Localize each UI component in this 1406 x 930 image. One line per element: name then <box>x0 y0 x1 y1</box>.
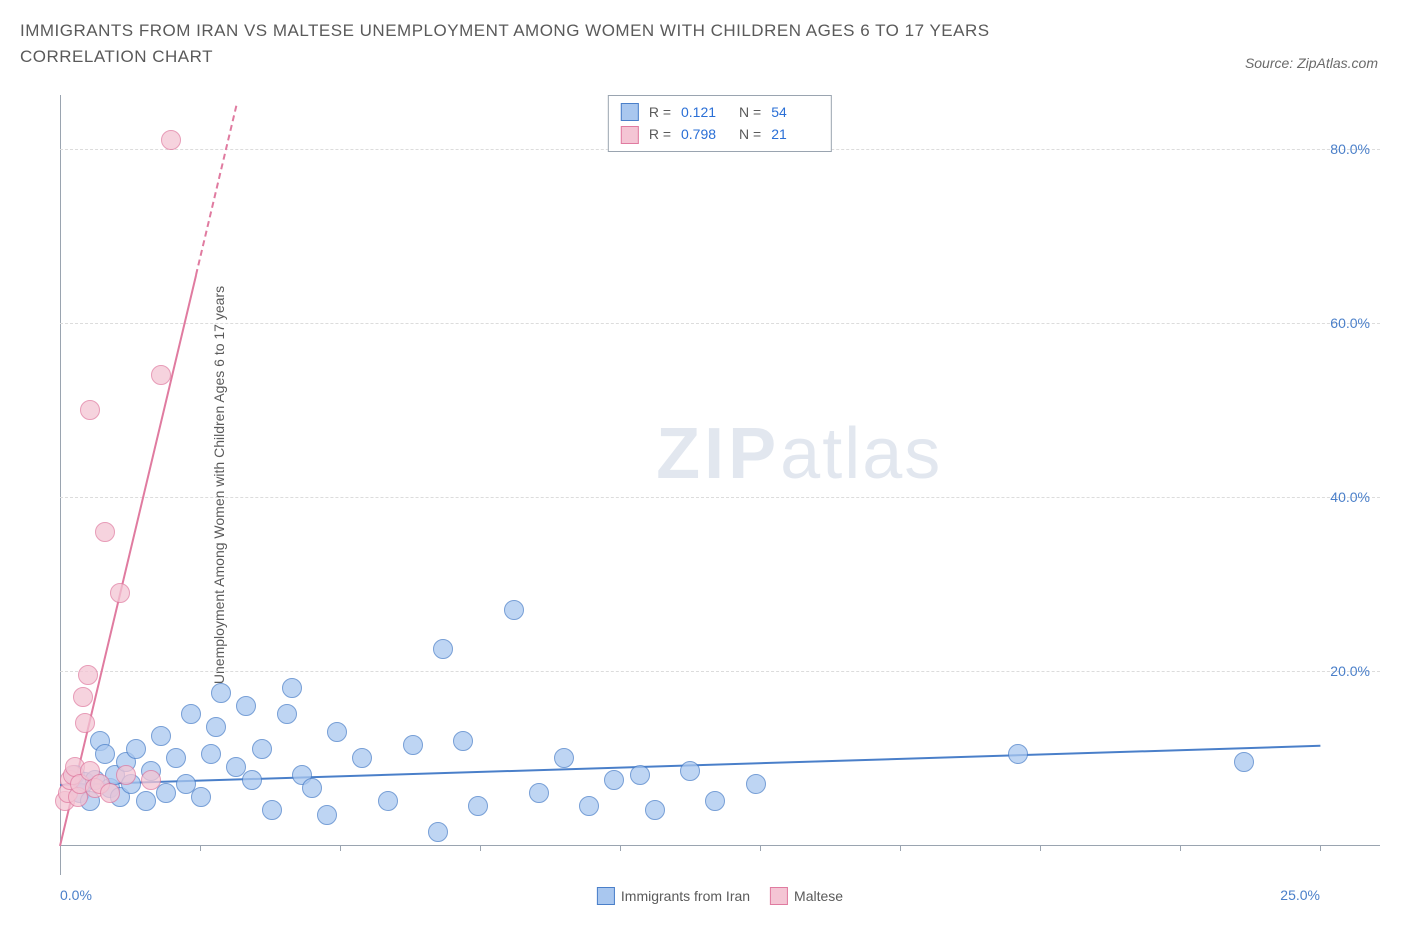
data-point <box>1234 752 1254 772</box>
x-tick <box>760 845 761 851</box>
data-point <box>705 791 725 811</box>
data-point <box>126 739 146 759</box>
data-point <box>242 770 262 790</box>
x-tick <box>1180 845 1181 851</box>
gridline <box>60 323 1380 324</box>
data-point <box>282 678 302 698</box>
trend-line <box>195 106 237 276</box>
x-axis-line <box>60 845 1380 846</box>
data-point <box>151 365 171 385</box>
data-point <box>554 748 574 768</box>
source-attribution: Source: ZipAtlas.com <box>1245 55 1378 71</box>
data-point <box>252 739 272 759</box>
legend-swatch <box>770 887 788 905</box>
data-point <box>428 822 448 842</box>
data-point <box>166 748 186 768</box>
data-point <box>236 696 256 716</box>
data-point <box>453 731 473 751</box>
legend-row: R = 0.798 N = 21 <box>621 123 819 145</box>
legend-n-value: 21 <box>771 123 819 145</box>
data-point <box>201 744 221 764</box>
legend-swatch <box>621 126 639 144</box>
x-tick <box>340 845 341 851</box>
legend-n-value: 54 <box>771 101 819 123</box>
data-point <box>468 796 488 816</box>
data-point <box>262 800 282 820</box>
scatter-plot: ZIPatlas 20.0%40.0%60.0%80.0%0.0%25.0% <box>60 95 1380 875</box>
y-tick-label: 60.0% <box>1330 315 1370 331</box>
data-point <box>191 787 211 807</box>
legend-label: Immigrants from Iran <box>621 888 750 904</box>
data-point <box>1008 744 1028 764</box>
data-point <box>302 778 322 798</box>
data-point <box>504 600 524 620</box>
legend-row: R = 0.121 N = 54 <box>621 101 819 123</box>
legend-item: Immigrants from Iran <box>597 887 750 905</box>
series-legend: Immigrants from Iran Maltese <box>597 887 843 905</box>
legend-swatch <box>621 103 639 121</box>
legend-r-label: R = <box>649 101 671 123</box>
data-point <box>206 717 226 737</box>
data-point <box>680 761 700 781</box>
y-axis-line <box>60 95 61 875</box>
gridline <box>60 671 1380 672</box>
legend-r-value: 0.798 <box>681 123 729 145</box>
data-point <box>579 796 599 816</box>
gridline <box>60 497 1380 498</box>
x-tick <box>200 845 201 851</box>
data-point <box>151 726 171 746</box>
legend-n-label: N = <box>739 101 761 123</box>
y-tick-label: 80.0% <box>1330 141 1370 157</box>
data-point <box>630 765 650 785</box>
data-point <box>156 783 176 803</box>
data-point <box>80 400 100 420</box>
chart-title: IMMIGRANTS FROM IRAN VS MALTESE UNEMPLOY… <box>20 18 1120 69</box>
data-point <box>317 805 337 825</box>
x-tick <box>620 845 621 851</box>
chart-area: Unemployment Among Women with Children A… <box>60 95 1380 875</box>
y-tick-label: 20.0% <box>1330 663 1370 679</box>
data-point <box>110 583 130 603</box>
data-point <box>116 765 136 785</box>
data-point <box>181 704 201 724</box>
data-point <box>277 704 297 724</box>
x-tick <box>480 845 481 851</box>
legend-n-label: N = <box>739 123 761 145</box>
data-point <box>73 687 93 707</box>
data-point <box>433 639 453 659</box>
watermark: ZIPatlas <box>656 413 942 495</box>
data-point <box>95 744 115 764</box>
data-point <box>211 683 231 703</box>
data-point <box>604 770 624 790</box>
legend-item: Maltese <box>770 887 843 905</box>
y-tick-label: 40.0% <box>1330 489 1370 505</box>
legend-swatch <box>597 887 615 905</box>
data-point <box>75 713 95 733</box>
legend-r-label: R = <box>649 123 671 145</box>
data-point <box>378 791 398 811</box>
data-point <box>136 791 156 811</box>
data-point <box>100 783 120 803</box>
data-point <box>78 665 98 685</box>
x-tick-label: 25.0% <box>1280 887 1320 903</box>
data-point <box>746 774 766 794</box>
legend-r-value: 0.121 <box>681 101 729 123</box>
legend-label: Maltese <box>794 888 843 904</box>
data-point <box>95 522 115 542</box>
x-tick <box>900 845 901 851</box>
data-point <box>327 722 347 742</box>
x-tick <box>1320 845 1321 851</box>
data-point <box>161 130 181 150</box>
data-point <box>645 800 665 820</box>
x-tick <box>1040 845 1041 851</box>
data-point <box>352 748 372 768</box>
correlation-legend: R = 0.121 N = 54 R = 0.798 N = 21 <box>608 95 832 152</box>
data-point <box>529 783 549 803</box>
data-point <box>403 735 423 755</box>
x-tick-label: 0.0% <box>60 887 92 903</box>
data-point <box>141 770 161 790</box>
